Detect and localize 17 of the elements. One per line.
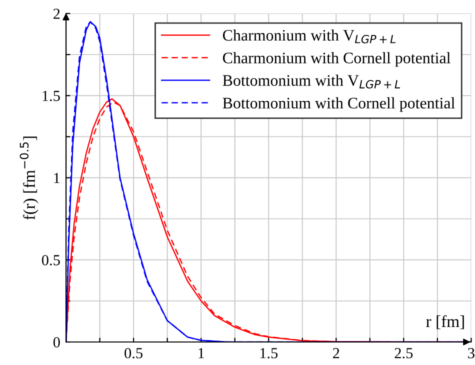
y-tick-label: 1.5: [42, 90, 60, 102]
y-axis-title: f(r) [fm$^{−0.5}$]: [20, 136, 38, 220]
x-tick-label: 1: [198, 348, 204, 358]
y-tick-label: 1: [54, 172, 60, 184]
legend-label: Bottomonium with Cornell potential: [222, 97, 455, 112]
x-tick-label: 2: [332, 348, 340, 358]
y-tick-label: 2: [54, 8, 60, 19]
y-tick-label: 0: [53, 337, 60, 348]
legend-label: Charmonium with Cornell potential: [222, 52, 450, 67]
legend-label: Bottomonium with V$_{LGP+L}$: [222, 74, 400, 88]
x-axis-title: r [fm]: [426, 315, 464, 330]
x-tick-label: 0.5: [124, 348, 143, 358]
x-tick-label: 2.5: [394, 348, 413, 358]
y-tick-label: 0.5: [42, 255, 60, 266]
legend-label: Charmonium with V$_{LGP+L}$: [222, 29, 396, 44]
x-tick-label: 1.5: [260, 348, 278, 358]
x-tick-label: 3: [468, 348, 474, 358]
